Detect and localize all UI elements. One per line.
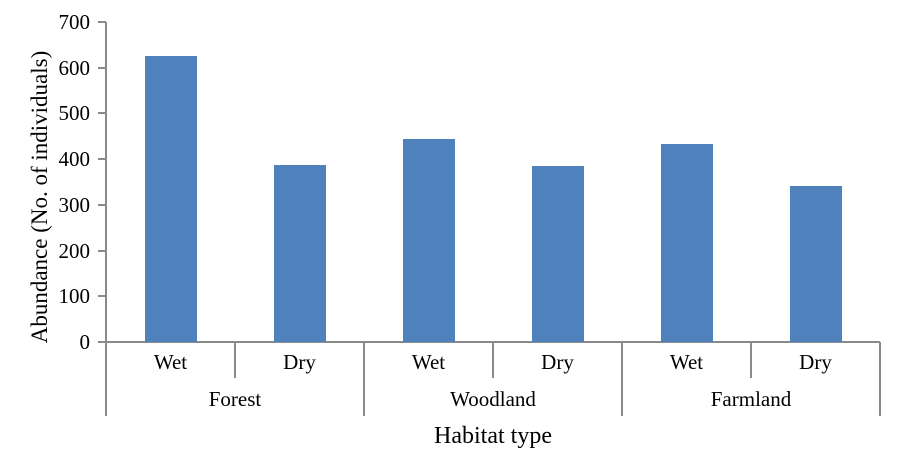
y-axis-title: Abundance (No. of individuals) [27,50,52,344]
subcategory-label: Dry [541,350,574,374]
subcategory-separator [750,342,752,378]
x-axis-title: Habitat type [434,423,552,449]
group-separator [363,342,365,416]
y-axis-line [105,22,107,342]
y-tick-label: 100 [58,284,91,309]
y-tick-mark [98,341,106,343]
subcategory-label: Wet [153,350,188,374]
y-tick-label: 700 [58,10,91,34]
bar [660,144,713,342]
y-tick-mark [98,203,106,206]
y-tick-label: 500 [58,101,91,126]
y-tick-label: 400 [58,147,91,172]
y-tick-mark [98,112,106,115]
y-tick-label: 0 [79,330,91,354]
group-label: Forest [208,387,262,411]
subcategory-label: Dry [799,350,832,374]
bar [402,138,455,342]
subcategory-separator [234,342,236,378]
y-tick-mark [98,158,106,161]
subcategory-separator [492,342,494,378]
group-separator [621,342,623,416]
subcategory-label: Dry [283,350,316,374]
y-tick-label: 300 [58,192,91,217]
group-label: Farmland [710,387,792,411]
bar [144,56,197,342]
subcategory-label: Wet [411,350,446,374]
bar [789,186,842,342]
bar [531,166,584,342]
y-tick-mark [98,66,106,69]
y-tick-mark [98,249,106,252]
group-separator [105,342,107,416]
bar [273,164,326,342]
subcategory-label: Wet [669,350,704,374]
y-tick-mark [98,21,106,23]
group-label: Woodland [450,387,536,411]
y-tick-label: 600 [58,55,91,80]
y-tick-mark [98,295,106,298]
y-tick-label: 200 [58,238,91,263]
group-separator [879,342,881,416]
